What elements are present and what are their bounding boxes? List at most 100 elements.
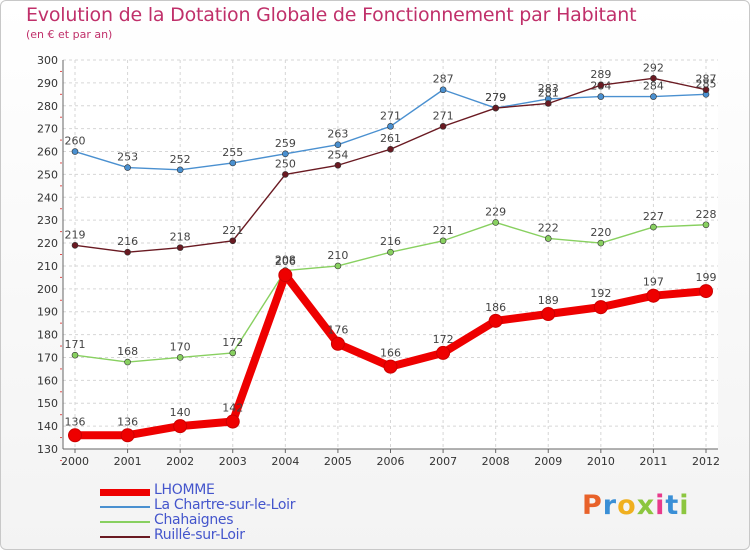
data-label-la-chartre-sur-le-loir: 279 <box>485 91 506 104</box>
data-label-la-chartre-sur-le-loir: 260 <box>65 135 86 148</box>
legend-swatch <box>100 536 150 538</box>
data-label-lhomme: 197 <box>643 276 664 289</box>
legend-label: Ruillé-sur-Loir <box>154 527 245 543</box>
y-tick-label: 240 <box>37 191 58 204</box>
y-tick-label: 210 <box>37 260 58 273</box>
data-label-chahaignes: 172 <box>222 336 243 349</box>
data-label-chahaignes: 210 <box>327 249 348 262</box>
data-point-lhomme <box>225 414 240 429</box>
data-label-la-chartre-sur-le-loir: 263 <box>327 128 348 141</box>
x-tick-label: 2007 <box>429 455 457 468</box>
y-tick-label: 260 <box>37 146 58 159</box>
y-tick-label: 140 <box>37 420 58 433</box>
y-tick-label: 160 <box>37 374 58 387</box>
data-point-ruille-sur-loir <box>71 242 79 249</box>
x-tick-label: 2005 <box>324 455 352 468</box>
y-tick-label: 170 <box>37 351 58 364</box>
data-point-ruille-sur-loir <box>544 100 552 107</box>
logo-letter: i <box>679 490 690 521</box>
chart-subtitle: (en € et par an) <box>26 28 113 41</box>
legend-swatch <box>100 506 150 508</box>
data-point-lhomme <box>436 345 451 360</box>
logo-letter: P <box>582 490 603 521</box>
y-tick-label: 190 <box>37 306 58 319</box>
data-label-lhomme: 186 <box>485 301 506 314</box>
legend-label: La Chartre-sur-le-Loir <box>154 497 296 513</box>
data-point-chahaignes <box>176 354 184 361</box>
data-label-lhomme: 166 <box>380 347 401 360</box>
data-label-lhomme: 189 <box>538 294 559 307</box>
legend-item-la-chartre-sur-le-loir: La Chartre-sur-le-Loir <box>100 497 360 514</box>
data-point-chahaignes <box>439 237 447 245</box>
legend-item-chahaignes: Chahaignes <box>100 512 360 529</box>
x-tick-label: 2008 <box>482 455 510 468</box>
data-point-lhomme <box>593 300 608 315</box>
data-point-la-chartre-sur-le-loir <box>176 166 184 174</box>
data-point-ruille-sur-loir <box>439 123 447 130</box>
y-tick-label: 290 <box>37 77 58 90</box>
logo-letter: i <box>655 490 666 521</box>
data-label-ruille-sur-loir: 221 <box>222 224 243 237</box>
data-point-ruille-sur-loir <box>176 244 184 251</box>
data-label-ruille-sur-loir: 250 <box>275 157 296 170</box>
data-point-ruille-sur-loir <box>282 171 289 178</box>
data-label-la-chartre-sur-le-loir: 252 <box>170 153 191 166</box>
data-point-ruille-sur-loir <box>597 81 605 89</box>
data-label-lhomme: 199 <box>696 271 717 284</box>
data-label-ruille-sur-loir: 287 <box>696 73 717 86</box>
data-point-chahaignes <box>597 239 605 247</box>
data-label-la-chartre-sur-le-loir: 271 <box>380 109 401 122</box>
data-label-chahaignes: 221 <box>433 224 454 237</box>
data-point-ruille-sur-loir <box>229 237 237 245</box>
data-label-la-chartre-sur-le-loir: 259 <box>275 137 296 150</box>
data-label-chahaignes: 170 <box>170 340 191 353</box>
y-tick-label: 250 <box>37 168 58 181</box>
data-point-ruille-sur-loir <box>492 104 499 112</box>
data-point-ruille-sur-loir <box>702 86 710 94</box>
data-point-lhomme <box>330 336 345 351</box>
data-point-chahaignes <box>387 248 394 256</box>
data-point-ruille-sur-loir <box>387 145 394 153</box>
legend-item-lhomme: LHOMME <box>100 482 360 499</box>
data-label-ruille-sur-loir: 218 <box>170 231 191 244</box>
data-label-lhomme: 136 <box>117 415 138 428</box>
data-point-la-chartre-sur-le-loir <box>229 159 237 167</box>
data-label-chahaignes: 228 <box>696 208 717 221</box>
data-point-la-chartre-sur-le-loir <box>124 164 131 171</box>
y-tick-label: 220 <box>37 237 58 250</box>
chart-legend: LHOMME La Chartre-sur-le-Loir Chahaignes Ru… <box>100 482 360 544</box>
y-tick-label: 270 <box>37 123 58 136</box>
data-label-chahaignes: 229 <box>485 205 506 218</box>
logo-letter: r <box>602 490 618 521</box>
data-point-chahaignes <box>492 219 499 226</box>
data-label-ruille-sur-loir: 271 <box>433 109 454 122</box>
x-tick-label: 2006 <box>377 455 405 468</box>
x-tick-label: 2000 <box>61 455 89 468</box>
data-label-ruille-sur-loir: 289 <box>590 68 611 81</box>
data-point-la-chartre-sur-le-loir <box>71 148 79 155</box>
data-label-chahaignes: 208 <box>275 254 296 267</box>
legend-swatch <box>100 521 150 523</box>
data-point-chahaignes <box>71 351 79 359</box>
y-tick-label: 300 <box>37 54 58 67</box>
data-point-chahaignes <box>544 235 552 242</box>
data-point-chahaignes <box>334 262 342 270</box>
data-point-ruille-sur-loir <box>124 248 131 256</box>
data-point-la-chartre-sur-le-loir <box>387 123 394 130</box>
x-tick-label: 2009 <box>534 455 562 468</box>
logo-letter: o <box>617 490 637 521</box>
data-label-la-chartre-sur-le-loir: 284 <box>643 80 664 93</box>
x-tick-label: 2003 <box>219 455 247 468</box>
legend-swatch <box>100 489 150 496</box>
data-point-lhomme <box>541 306 556 321</box>
data-label-ruille-sur-loir: 292 <box>643 61 664 74</box>
data-label-la-chartre-sur-le-loir: 285 <box>696 77 717 90</box>
data-label-chahaignes: 171 <box>65 338 86 351</box>
y-tick-label: 180 <box>37 329 58 342</box>
data-point-chahaignes <box>229 349 237 357</box>
data-label-ruille-sur-loir: 261 <box>380 132 401 145</box>
data-point-ruille-sur-loir <box>650 75 657 82</box>
data-label-ruille-sur-loir: 216 <box>117 235 138 248</box>
x-tick-label: 2010 <box>587 455 615 468</box>
y-tick-label: 230 <box>37 214 58 227</box>
